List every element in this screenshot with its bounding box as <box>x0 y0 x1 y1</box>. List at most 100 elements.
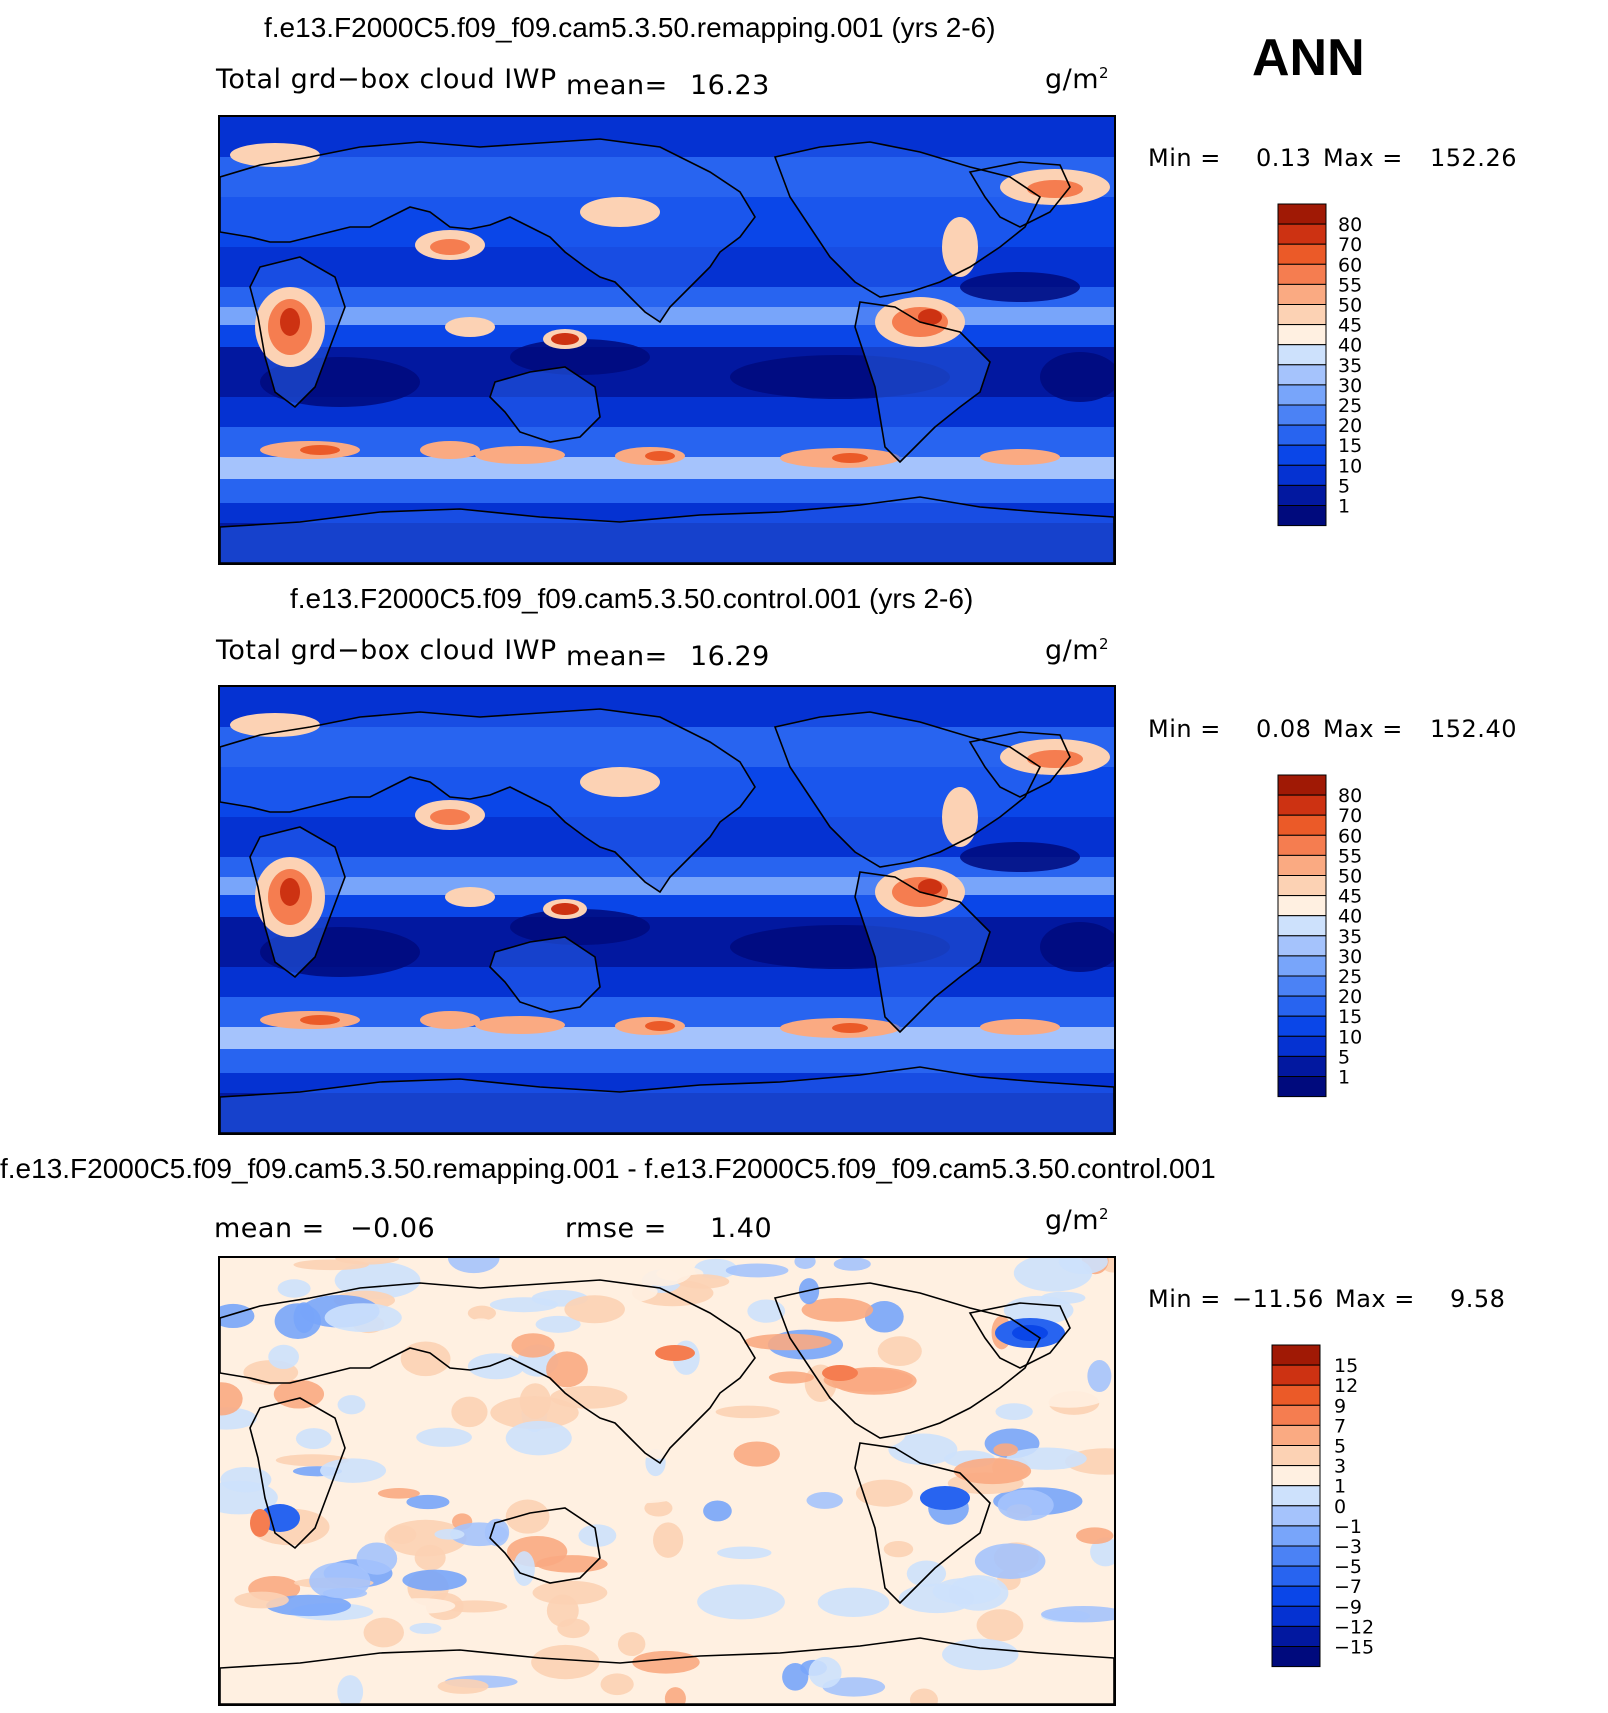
colorbar-box <box>1277 424 1327 446</box>
colorbar-tick-label: 5 <box>1338 475 1350 497</box>
colorbar-box <box>1277 283 1327 306</box>
colorbar-box <box>1271 1525 1321 1547</box>
panel-1-max-label: Max = <box>1323 144 1403 172</box>
colorbar-box <box>1277 995 1327 1017</box>
panel-3-map-field <box>220 1258 1114 1704</box>
panel-3-title: f.e13.F2000C5.f09_f09.cam5.3.50.remappin… <box>0 1153 1216 1184</box>
colorbar-tick-label: −1 <box>1334 1516 1362 1538</box>
colorbar-box <box>1277 915 1327 937</box>
panel-2-title: f.e13.F2000C5.f09_f09.cam5.3.50.control.… <box>290 583 974 614</box>
colorbar-tick-label: 60 <box>1338 825 1362 847</box>
colorbar-tick-label: 45 <box>1338 315 1362 337</box>
panel-2-mean-value: 16.29 <box>690 641 770 672</box>
colorbar-tick-label: 12 <box>1334 1375 1358 1397</box>
panel-3-min-value: −11.56 <box>1232 1285 1324 1313</box>
colorbar-box <box>1271 1445 1321 1467</box>
coastline <box>968 1302 1071 1369</box>
colorbar-tick-label: 35 <box>1338 926 1362 948</box>
coastline <box>249 826 346 979</box>
colorbar-tick-label: 9 <box>1334 1395 1346 1417</box>
colorbar-box <box>1277 464 1327 486</box>
colorbar-tick-label: 50 <box>1338 295 1362 317</box>
colorbar-tick-label: 15 <box>1338 1006 1362 1028</box>
panel-2-map <box>218 685 1116 1135</box>
panel-2-variable: Total grd−box cloud IWP <box>216 635 557 666</box>
coastline <box>773 141 1042 298</box>
panel-1-units: g/m2 <box>1045 64 1110 95</box>
colorbar-box <box>1277 1035 1327 1057</box>
colorbar-box <box>1277 774 1327 796</box>
colorbar-tick-label: 15 <box>1334 1355 1358 1377</box>
colorbar-box <box>1277 203 1327 225</box>
colorbar-box <box>1277 1076 1327 1098</box>
panel-2-mean-label: mean= <box>566 641 668 672</box>
coastline <box>220 1279 756 1465</box>
panel-1-title: f.e13.F2000C5.f09_f09.cam5.3.50.remappin… <box>264 12 996 43</box>
coastline <box>249 1397 346 1550</box>
colorbar-tick-label: −5 <box>1334 1556 1362 1578</box>
coastline <box>773 711 1042 868</box>
panel-3-min-label: Min = <box>1148 1285 1221 1313</box>
colorbar-tick-label: 10 <box>1338 1026 1362 1048</box>
colorbar-tick-label: −9 <box>1334 1596 1362 1618</box>
panel-2-max-value: 152.40 <box>1430 715 1517 743</box>
coastline <box>489 366 601 443</box>
colorbar-box <box>1277 834 1327 856</box>
colorbar-box <box>1277 304 1327 326</box>
colorbar-box <box>1277 505 1327 527</box>
colorbar-tick-label: 80 <box>1338 214 1362 236</box>
colorbar-box <box>1277 875 1327 897</box>
panel-1-mean-value: 16.23 <box>690 70 770 101</box>
colorbar-tick-label: 25 <box>1338 966 1362 988</box>
panel-1-mean-label: mean= <box>566 70 668 101</box>
colorbar-tick-label: 15 <box>1338 435 1362 457</box>
colorbar-tick-label: 30 <box>1338 946 1362 968</box>
panel-1-variable: Total grd−box cloud IWP <box>216 64 557 95</box>
colorbar-tick-label: −7 <box>1334 1576 1362 1598</box>
colorbar-tick-label: 30 <box>1338 375 1362 397</box>
season-label: ANN <box>1252 29 1365 87</box>
colorbar-tick-label: 55 <box>1338 274 1362 296</box>
coastline <box>220 1066 1114 1133</box>
colorbar-box <box>1277 1015 1327 1037</box>
colorbar-tick-label: 40 <box>1338 335 1362 357</box>
coastline <box>220 708 756 894</box>
colorbar-box <box>1277 935 1327 957</box>
colorbar-box <box>1271 1364 1321 1386</box>
panel-2-min-label: Min = <box>1148 715 1221 743</box>
colorbar-box <box>1277 263 1327 285</box>
colorbar-box <box>1271 1545 1321 1567</box>
colorbar-tick-label: 5 <box>1338 1046 1350 1068</box>
colorbar-tick-label: 1 <box>1338 496 1350 518</box>
colorbar-tick-label: 1 <box>1338 1067 1350 1089</box>
colorbar-tick-label: 70 <box>1338 805 1362 827</box>
colorbar-box <box>1271 1404 1321 1426</box>
panel-3-max-label: Max = <box>1335 1285 1415 1313</box>
colorbar-box <box>1277 404 1327 426</box>
colorbar-box <box>1271 1625 1321 1647</box>
coastline <box>968 731 1071 798</box>
colorbar-tick-label: 50 <box>1338 866 1362 888</box>
colorbar-box <box>1277 814 1327 836</box>
colorbar-box <box>1277 955 1327 977</box>
coastline <box>220 138 756 324</box>
colorbar-box <box>1271 1384 1321 1406</box>
colorbar-box <box>1277 1055 1327 1077</box>
colorbar-box <box>1271 1565 1321 1587</box>
colorbar-box <box>1277 324 1327 346</box>
panel-2-units: g/m2 <box>1045 635 1110 666</box>
panel-3-map <box>218 1256 1116 1706</box>
coastline <box>220 496 1114 563</box>
panel-1-map <box>218 115 1116 565</box>
colorbar-tick-label: 45 <box>1338 886 1362 908</box>
colorbar-tick-label: 70 <box>1338 234 1362 256</box>
colorbar-tick-label: 1 <box>1334 1476 1346 1498</box>
panel-1-map-field <box>220 117 1114 563</box>
coastline <box>854 301 991 464</box>
colorbar-tick-label: 60 <box>1338 254 1362 276</box>
colorbar-box <box>1277 344 1327 366</box>
colorbar-box <box>1271 1465 1321 1487</box>
panel-1-max-value: 152.26 <box>1430 144 1517 172</box>
